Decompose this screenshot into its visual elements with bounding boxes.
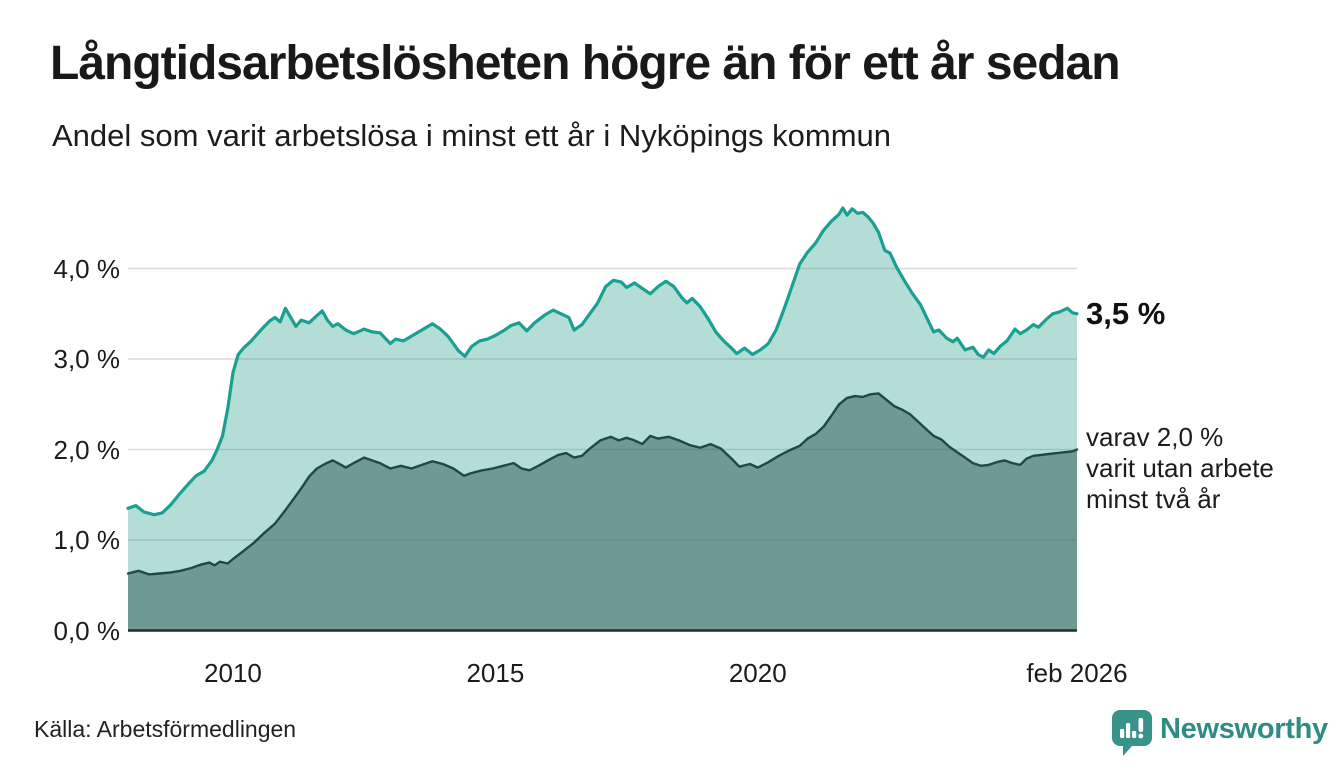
newsworthy-logo-text: Newsworthy	[1160, 713, 1328, 745]
x-tick-label: 2020	[728, 658, 787, 688]
line-series-2	[126, 392, 1079, 576]
line-series-1	[126, 206, 1079, 517]
page-subtitle: Andel som varit arbetslösa i minst ett å…	[52, 118, 892, 153]
secondary-series-label-line: varav 2,0 %	[1086, 422, 1224, 452]
latest-value-label: 3,5 %	[1086, 296, 1166, 331]
y-tick-label: 2,0 %	[53, 434, 121, 465]
x-tick-label: 2010	[204, 658, 262, 688]
newsworthy-bubble-chart-icon	[1112, 710, 1152, 756]
y-tick-label: 3,0 %	[53, 344, 121, 374]
area-fill-series-2	[128, 393, 1077, 631]
secondary-series-label-line: varit utan arbete	[1086, 453, 1274, 483]
x-tick-label: feb 2026	[1026, 658, 1128, 688]
y-tick-label: 0,0 %	[53, 615, 121, 646]
x-tick-label: 2015	[466, 658, 525, 688]
source-note: Källa: Arbetsförmedlingen	[34, 716, 297, 742]
y-tick-label: 1,0 %	[53, 525, 121, 555]
secondary-series-label-line: minst två år	[1086, 484, 1221, 514]
secondary-series-label: varav 2,0 % varit utan arbete minst två …	[1086, 422, 1274, 515]
y-tick-label: 4,0 %	[53, 253, 121, 284]
page-title: Långtidsarbetslösheten högre än för ett …	[50, 37, 1121, 90]
newsworthy-logo: Newsworthy	[1112, 710, 1328, 756]
